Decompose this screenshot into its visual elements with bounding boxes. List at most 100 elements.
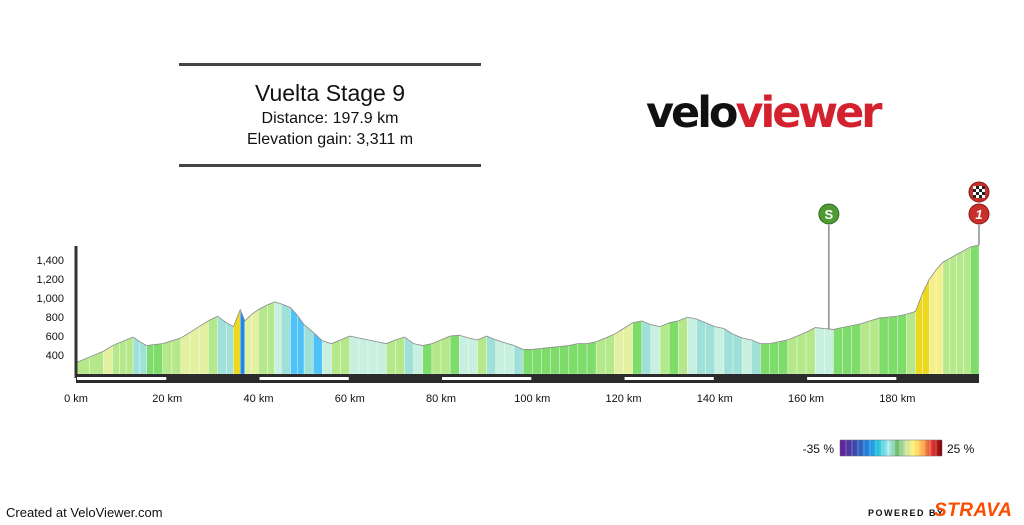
profile-segment bbox=[787, 335, 798, 375]
profile-segment bbox=[208, 315, 218, 375]
strava-logo: STRAVA bbox=[934, 500, 1013, 521]
x-tick-label: 120 km bbox=[606, 393, 642, 405]
profile-segment bbox=[928, 268, 937, 375]
profile-segment bbox=[132, 336, 141, 375]
profile-segment bbox=[650, 324, 661, 375]
x-tick-label: 80 km bbox=[426, 393, 456, 405]
profile-segment bbox=[458, 334, 469, 375]
x-axis-stripe bbox=[624, 377, 714, 380]
profile-segment bbox=[422, 343, 433, 375]
profile-segment bbox=[851, 323, 862, 375]
profile-segment bbox=[340, 335, 351, 375]
profile-segment bbox=[705, 322, 716, 375]
stage-title-box: Vuelta Stage 9 Distance: 197.9 km Elevat… bbox=[179, 62, 481, 168]
profile-segment bbox=[568, 343, 579, 375]
profile-segment bbox=[180, 331, 191, 375]
profile-segment bbox=[244, 313, 252, 375]
climb-marker: 1 bbox=[968, 203, 990, 246]
profile-segment bbox=[198, 320, 209, 375]
profile-segment bbox=[413, 343, 424, 375]
profile-segment bbox=[331, 339, 341, 375]
profile-segment bbox=[376, 341, 387, 375]
profile-segment bbox=[312, 331, 323, 375]
profile-segment bbox=[814, 327, 825, 375]
profile-segment bbox=[723, 327, 734, 375]
profile-segment bbox=[367, 339, 378, 375]
profile-segment bbox=[714, 326, 725, 375]
profile-segment bbox=[897, 313, 907, 375]
profile-segment bbox=[696, 318, 706, 375]
profile-segment bbox=[732, 333, 743, 375]
profile-segment bbox=[577, 343, 588, 375]
x-tick-label: 140 km bbox=[697, 393, 733, 405]
profile-segment bbox=[541, 347, 551, 375]
x-tick-label: 160 km bbox=[788, 393, 824, 405]
profile-segment bbox=[805, 327, 816, 375]
profile-segment bbox=[641, 320, 652, 375]
profile-segment bbox=[632, 320, 643, 375]
x-axis-stripe bbox=[807, 377, 897, 380]
profile-segment bbox=[751, 339, 761, 375]
x-tick-label: 0 km bbox=[64, 393, 88, 405]
x-tick-label: 40 km bbox=[244, 393, 274, 405]
title-top-rule bbox=[179, 63, 481, 66]
profile-segment bbox=[687, 316, 697, 375]
profile-segment bbox=[297, 314, 305, 375]
profile-segment bbox=[274, 301, 282, 375]
x-tick-label: 100 km bbox=[514, 393, 550, 405]
profile-segment bbox=[833, 327, 843, 375]
profile-segment bbox=[89, 350, 104, 375]
gradient-legend-bar bbox=[839, 439, 943, 457]
finish-flag-icon bbox=[968, 181, 990, 203]
profile-segment bbox=[678, 316, 688, 375]
profile-segment bbox=[251, 308, 259, 375]
powered-by-label: POWERED BY bbox=[868, 508, 945, 518]
profile-segment bbox=[796, 331, 807, 375]
x-tick-label: 20 km bbox=[152, 393, 182, 405]
profile-segment bbox=[531, 348, 542, 375]
profile-segment bbox=[922, 279, 930, 375]
profile-segment bbox=[468, 337, 478, 375]
y-tick-label: 1,200 bbox=[36, 274, 64, 286]
profile-segment bbox=[385, 339, 396, 375]
profile-segment bbox=[146, 344, 154, 375]
profile-segment bbox=[258, 304, 268, 375]
profile-segment bbox=[290, 306, 298, 375]
profile-segment bbox=[513, 345, 524, 375]
profile-segment bbox=[906, 311, 916, 375]
profile-segment bbox=[550, 346, 560, 375]
profile-segment bbox=[486, 335, 497, 375]
profile-segment bbox=[189, 326, 200, 375]
profile-segment bbox=[942, 257, 951, 375]
profile-segment bbox=[303, 324, 314, 375]
profile-segment bbox=[595, 337, 606, 375]
profile-segment bbox=[358, 337, 369, 375]
sprint-marker: S bbox=[818, 203, 840, 329]
profile-segment bbox=[504, 342, 515, 375]
profile-segment bbox=[103, 345, 113, 375]
profile-segment bbox=[769, 341, 779, 375]
profile-segment bbox=[741, 337, 752, 375]
profile-segment bbox=[935, 261, 944, 375]
y-tick-label: 1,400 bbox=[36, 255, 64, 267]
profile-segment bbox=[614, 327, 624, 375]
profile-segment bbox=[477, 335, 487, 375]
profile-segment bbox=[956, 250, 964, 375]
profile-segment bbox=[842, 325, 852, 375]
x-axis-stripe bbox=[259, 377, 349, 380]
profile-segment bbox=[171, 337, 182, 375]
profile-segment bbox=[153, 343, 163, 375]
profile-segment bbox=[125, 336, 134, 375]
profile-segment bbox=[112, 342, 120, 375]
gradient-legend-min: -35 % bbox=[803, 442, 835, 456]
profile-segment bbox=[963, 246, 971, 375]
y-tick-label: 1,000 bbox=[36, 293, 64, 305]
profile-segment bbox=[949, 254, 957, 375]
stage-title: Vuelta Stage 9 bbox=[254, 80, 406, 106]
profile-segment bbox=[915, 293, 923, 375]
profile-segment bbox=[869, 317, 880, 375]
x-axis-stripe bbox=[77, 377, 167, 380]
profile-segment bbox=[349, 335, 360, 375]
profile-segment bbox=[860, 320, 871, 375]
